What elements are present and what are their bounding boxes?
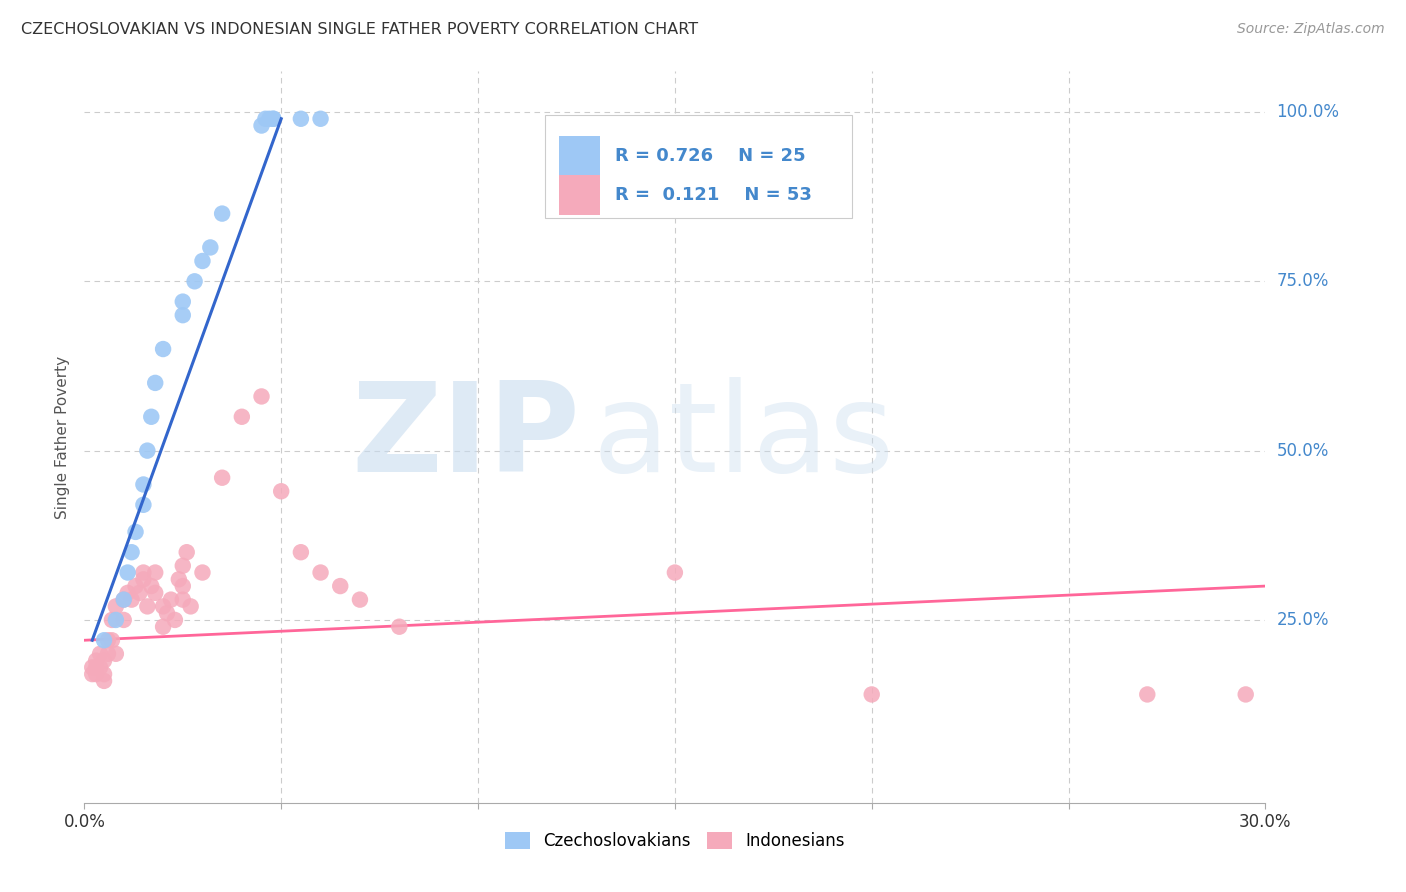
Point [290,112,312,126]
Point [101,633,124,648]
Point [89,660,111,674]
Point [143,586,166,600]
Point [136,443,159,458]
Point [82,667,104,681]
Text: 75.0%: 75.0% [1277,272,1329,290]
Point [152,620,174,634]
Y-axis label: Single Father Poverty: Single Father Poverty [55,356,70,518]
Point [82,660,104,674]
Point [104,613,127,627]
Point [84,660,107,674]
Text: 25.0%: 25.0% [1277,611,1329,629]
Point [84,667,107,681]
Point [143,566,166,580]
Point [93,654,115,668]
Point [176,545,198,559]
Point [152,342,174,356]
Point [270,484,292,499]
Point [128,586,150,600]
Point [89,647,111,661]
Point [121,592,143,607]
Point [141,409,163,424]
Point [132,477,155,491]
Point [132,566,155,580]
Text: CZECHOSLOVAKIAN VS INDONESIAN SINGLE FATHER POVERTY CORRELATION CHART: CZECHOSLOVAKIAN VS INDONESIAN SINGLE FAT… [21,22,699,37]
Point [259,112,281,126]
Point [156,606,179,620]
Point [124,524,146,539]
Point [160,592,183,607]
Point [250,389,273,403]
Point [101,613,124,627]
Point [250,119,273,133]
Point [136,599,159,614]
Point [290,545,312,559]
Point [349,592,371,607]
Point [93,673,115,688]
Point [163,613,186,627]
Text: Source: ZipAtlas.com: Source: ZipAtlas.com [1237,22,1385,37]
FancyBboxPatch shape [560,136,600,177]
Point [191,254,214,268]
Point [172,308,194,322]
Point [860,688,883,702]
Point [104,599,127,614]
Point [191,566,214,580]
Point [132,498,155,512]
Point [172,592,194,607]
Text: 50.0%: 50.0% [1277,442,1329,459]
Point [172,294,194,309]
Point [143,376,166,390]
Point [117,566,139,580]
FancyBboxPatch shape [560,175,600,215]
Point [1234,688,1257,702]
Point [112,592,135,607]
Point [167,572,190,586]
Point [104,647,127,661]
Text: R =  0.121    N = 53: R = 0.121 N = 53 [614,186,811,204]
Point [112,613,135,627]
Point [231,409,253,424]
Point [254,112,277,126]
Legend: Czechoslovakians, Indonesians: Czechoslovakians, Indonesians [498,825,852,856]
Point [112,592,135,607]
Point [93,633,115,648]
Point [141,579,163,593]
Point [121,545,143,559]
Text: atlas: atlas [592,376,894,498]
FancyBboxPatch shape [546,115,852,218]
Point [97,633,120,648]
Point [1136,688,1159,702]
Point [172,558,194,573]
Point [84,654,107,668]
Point [183,274,205,288]
Point [664,566,686,580]
Point [329,579,352,593]
Point [309,566,332,580]
Point [117,586,139,600]
Point [180,599,202,614]
Point [200,240,222,254]
Point [262,112,284,126]
Text: R = 0.726    N = 25: R = 0.726 N = 25 [614,147,806,165]
Text: ZIP: ZIP [352,376,581,498]
Point [93,667,115,681]
Point [172,579,194,593]
Point [211,471,233,485]
Point [132,572,155,586]
Point [309,112,332,126]
Point [211,206,233,220]
Text: 100.0%: 100.0% [1277,103,1340,121]
Point [388,620,411,634]
Point [124,579,146,593]
Point [97,647,120,661]
Point [152,599,174,614]
Point [262,112,284,126]
